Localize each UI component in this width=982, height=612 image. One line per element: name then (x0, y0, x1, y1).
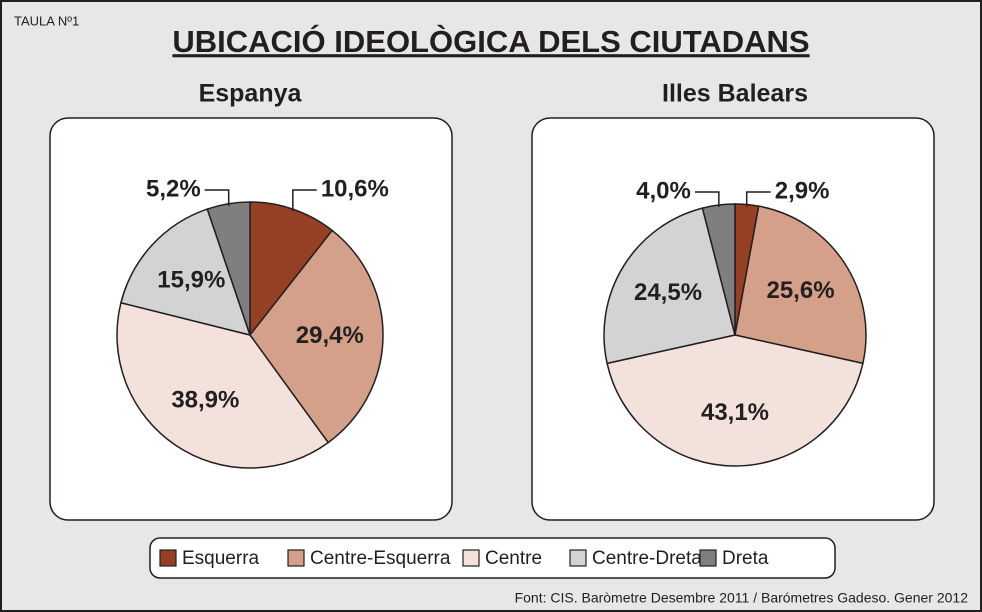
pie-slice (116, 301, 330, 469)
chart-title: UBICACIÓ IDEOLÒGICA DELS CIUTADANS (172, 23, 809, 59)
leader-line (292, 189, 317, 212)
source: Font: CIS. Baròmetre Desembre 2011 / Bar… (515, 590, 969, 606)
leader-line (204, 189, 230, 206)
value-label: 43,1% (701, 399, 769, 426)
legend-label: Centre (485, 548, 542, 569)
legend-box (149, 537, 836, 579)
value-label: 5,2% (146, 175, 201, 202)
value-label: 2,9% (775, 177, 830, 204)
pie-slice (606, 334, 864, 467)
value-label: 38,9% (171, 386, 239, 413)
pie-slice (249, 229, 384, 444)
value-label: 29,4% (296, 322, 364, 349)
legend-swatch (699, 549, 717, 567)
pie-slice (734, 205, 867, 365)
legend-swatch (159, 549, 177, 567)
value-label: 4,0% (636, 177, 691, 204)
pie-title: Espanya (199, 80, 303, 108)
value-label: 25,6% (766, 277, 834, 304)
legend-swatch (287, 549, 305, 567)
legend-swatch (462, 549, 480, 567)
legend-label: Dreta (722, 548, 769, 569)
legend-label: Centre-Esquerra (310, 548, 451, 569)
value-label: 24,5% (634, 279, 702, 306)
legend-label: Centre-Dreta (592, 548, 702, 569)
pie-title: Illes Balears (662, 80, 808, 108)
leader-line (745, 191, 771, 207)
value-label: 15,9% (157, 266, 225, 293)
legend-label: Esquerra (182, 548, 260, 569)
value-label: 10,6% (321, 175, 389, 202)
pie-slice (603, 207, 736, 365)
leader-line (694, 191, 720, 208)
tag: TAULA Nº1 (14, 13, 79, 28)
legend-swatch (569, 549, 587, 567)
